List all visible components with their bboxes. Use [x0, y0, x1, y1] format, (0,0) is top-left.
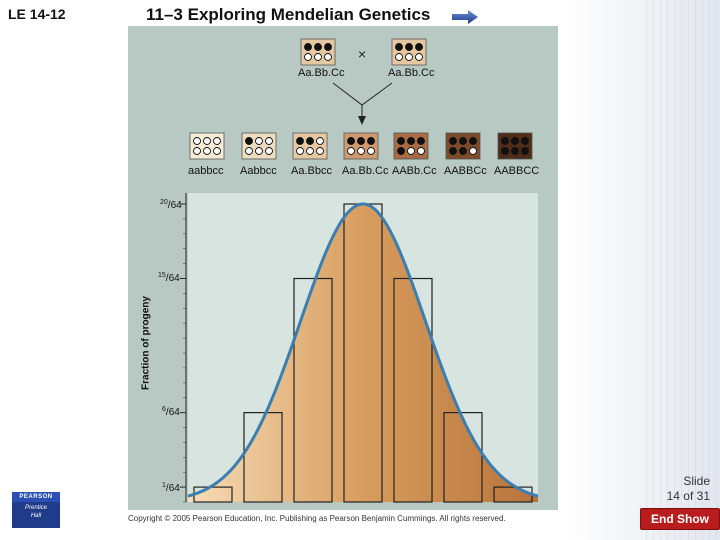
parent-right-dot-box: [391, 38, 427, 66]
bar-AABb.Cc: [393, 277, 433, 503]
slide-counter: Slide 14 of 31: [667, 474, 710, 504]
offspring-genotype-5: AABb.Cc: [392, 165, 437, 177]
slide-title: 11–3 Exploring Mendelian Genetics: [146, 5, 431, 24]
offspring-dot-box-1: [189, 132, 225, 160]
offspring-dot-box-3: [292, 132, 328, 160]
offspring-genotype-1: aabbcc: [188, 165, 224, 177]
curve-area-fill: [188, 204, 538, 502]
offspring-dot-box-6: [445, 132, 481, 160]
bar-AABBCc: [443, 412, 483, 503]
normal-curve-line: [187, 202, 539, 498]
offspring-genotype-7: AABBCC: [494, 165, 540, 177]
genotype-diagram: [189, 38, 533, 160]
offspring-dot-box-7: [497, 132, 533, 160]
ytick-label-6: 6/64: [162, 406, 180, 418]
offspring-dot-box-4: [343, 132, 379, 160]
ytick-label-20: 20/64: [160, 199, 182, 211]
offspring-genotype-4: Aa.Bb.Cc: [342, 165, 389, 177]
offspring-dot-box-5: [393, 132, 429, 160]
offspring-dot-box-2: [241, 132, 277, 160]
bar-Aa.Bbcc: [293, 277, 333, 503]
cross-symbol: ×: [358, 46, 367, 62]
end-show-button[interactable]: End Show: [640, 508, 720, 530]
slide-counter-value: 14 of 31: [666, 489, 710, 503]
bar-Aabbcc: [243, 412, 283, 503]
parent-left-dot-box: [300, 38, 336, 66]
copyright-notice: Copyright © 2005 Pearson Education, Inc.…: [128, 514, 506, 523]
parent-left-genotype: Aa.Bb.Cc: [298, 67, 345, 79]
parent-right-genotype: Aa.Bb.Cc: [388, 67, 435, 79]
offspring-genotype-6: AABBCc: [444, 165, 487, 177]
ytick-label-1: 1/64: [162, 482, 180, 494]
offspring-genotype-2: Aabbcc: [240, 165, 277, 177]
slide-counter-label: Slide: [683, 474, 710, 488]
ytick-label-15: 15/64: [158, 272, 180, 284]
publisher-logo: PEARSON Prentice Hall: [12, 492, 60, 528]
logo-top-text: PEARSON: [12, 492, 60, 502]
down-arrow-icon: [358, 116, 366, 125]
logo-bottom-text: Prentice Hall: [24, 505, 47, 519]
slide-label: LE 14-12: [8, 6, 66, 22]
arrow-right-icon[interactable]: [452, 10, 478, 24]
y-axis-label: Fraction of progeny: [140, 296, 152, 390]
offspring-genotype-3: Aa.Bbcc: [291, 165, 332, 177]
